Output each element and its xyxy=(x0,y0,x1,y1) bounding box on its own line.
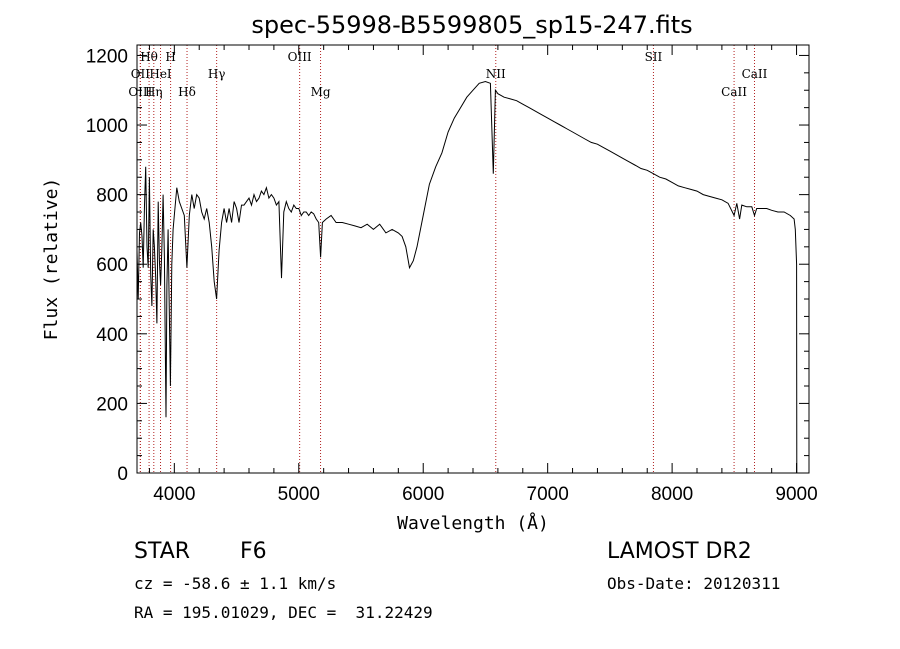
x-tick-label: 9000 xyxy=(775,484,817,505)
spectral-line-label: OII xyxy=(131,67,151,81)
plot-frame xyxy=(136,44,810,474)
observation-date: Obs-Date: 20120311 xyxy=(607,574,781,593)
x-tick-label: 4000 xyxy=(153,484,195,505)
y-axis-ticks: 0 200 400 600 800 1000 1200 xyxy=(86,46,809,485)
spectrum-line xyxy=(136,80,798,474)
redshift-cz: cz = -58.6 ± 1.1 km/s xyxy=(134,574,337,593)
spectral-line-label: H xyxy=(165,50,175,64)
spectral-line-label: Hδ xyxy=(178,85,196,99)
y-tick-label: 800 xyxy=(96,186,128,207)
spectral-line-label: SII xyxy=(645,50,663,64)
survey-name: LAMOST DR2 xyxy=(607,539,752,564)
x-tick-label: 8000 xyxy=(651,484,693,505)
y-tick-label: 400 xyxy=(96,325,128,346)
spectral-line-label: HeI xyxy=(149,67,172,81)
chart-title: spec-55998-B5599805_sp15-247.fits xyxy=(251,11,692,39)
x-axis-label: Wavelength (Å) xyxy=(397,512,549,534)
y-tick-label: 1200 xyxy=(86,46,128,67)
x-tick-label: 7000 xyxy=(527,484,569,505)
spectral-line-label: NII xyxy=(486,67,506,81)
y-tick-label: 1000 xyxy=(86,116,128,137)
y-tick-label: 200 xyxy=(96,394,128,415)
x-tick-label: 5000 xyxy=(278,484,320,505)
spectral-line-label: Mg xyxy=(311,85,331,99)
sky-coordinates: RA = 195.01029, DEC = 31.22429 xyxy=(134,603,433,622)
object-subclass: F6 xyxy=(240,539,267,564)
y-axis-label: Flux (relative) xyxy=(41,178,62,341)
spectral-line-label: CaII xyxy=(742,67,768,81)
spectral-line-label: OIII xyxy=(128,85,152,99)
spectral-line-label: Hη xyxy=(145,85,163,99)
object-class: STAR xyxy=(134,539,191,564)
spectral-line-label: Hθ xyxy=(140,50,158,64)
spectrum-series xyxy=(136,80,798,474)
spectral-line-label: OIII xyxy=(288,50,312,64)
y-tick-label: 0 xyxy=(117,464,128,485)
spectral-line-label: Hγ xyxy=(208,67,226,81)
x-tick-label: 6000 xyxy=(402,484,444,505)
y-tick-label: 600 xyxy=(96,255,128,276)
spectral-line-label: CaII xyxy=(721,85,747,99)
x-axis-ticks: 4000 5000 6000 7000 8000 9000 xyxy=(148,45,818,505)
